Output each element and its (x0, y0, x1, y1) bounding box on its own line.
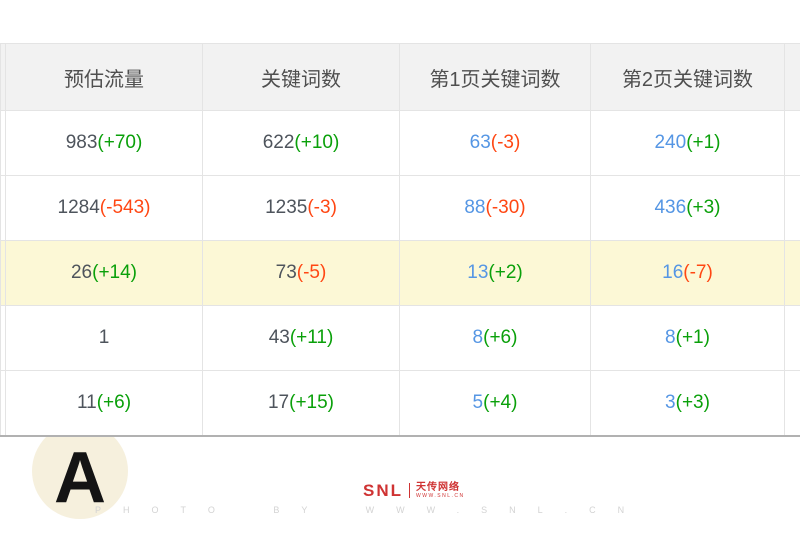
table-cell-page1-keyword-count: 63(-3) (399, 110, 591, 176)
table-cell-keyword-count: 73(-5) (202, 240, 400, 306)
cell-delta: (-7) (683, 262, 713, 283)
col-header-page2-keyword-count: 第2页关键词数 (590, 43, 785, 111)
watermark-letter-a: A (54, 438, 106, 518)
cell-value: 1235 (265, 197, 308, 218)
logo-divider (409, 483, 410, 498)
row-right-edge-sliver (784, 370, 800, 436)
row-right-edge-sliver (784, 240, 800, 306)
table-cell-page2-keyword-count: 240(+1) (590, 110, 785, 176)
table-cell-keyword-count: 17(+15) (202, 370, 400, 436)
table-row[interactable]: 26(+14) 73(-5) 13(+2) 16(-7) (0, 240, 800, 306)
table-row[interactable]: 1 43(+11) 8(+6) 8(+1) (0, 305, 800, 371)
cell-delta: (+4) (483, 391, 518, 413)
cell-delta: (+14) (92, 262, 138, 283)
table-cell-keyword-count: 622(+10) (202, 110, 400, 176)
cell-delta: (+15) (289, 391, 335, 413)
table-cell-estimated-traffic: 11(+6) (5, 370, 203, 436)
table-cell-estimated-traffic: 26(+14) (5, 240, 203, 306)
table-row[interactable]: 1284(-543) 1235(-3) 88(-30) 436(+3) (0, 175, 800, 241)
cell-delta: (-3) (307, 197, 337, 218)
table-right-edge-sliver (784, 43, 800, 111)
cell-delta: (+1) (686, 132, 721, 153)
col-header-estimated-traffic: 预估流量 (5, 43, 203, 111)
cell-value: 3 (665, 391, 676, 413)
cell-value: 240 (654, 132, 687, 153)
cell-value: 983 (65, 132, 98, 153)
cell-value: 1284 (57, 197, 100, 218)
snl-logo-text: SNL (363, 481, 403, 500)
cell-value: 63 (469, 132, 491, 153)
cell-value: 1 (98, 327, 110, 348)
cell-delta: (-3) (490, 132, 521, 153)
row-right-edge-sliver (784, 110, 800, 176)
table-cell-page1-keyword-count: 13(+2) (399, 240, 591, 306)
cell-delta: (+10) (294, 132, 340, 153)
cell-value: 26 (70, 262, 93, 283)
cell-delta: (+6) (96, 391, 132, 413)
table-cell-estimated-traffic: 983(+70) (5, 110, 203, 176)
cell-value: 88 (464, 197, 486, 218)
table-row[interactable]: 11(+6) 17(+15) 5(+4) 3(+3) (0, 370, 800, 436)
keywords-table: 预估流量 关键词数 第1页关键词数 第2页关键词数 983(+70) 622(+1… (0, 43, 800, 437)
cell-value: 622 (262, 132, 295, 153)
table-cell-page1-keyword-count: 88(-30) (399, 175, 591, 241)
cell-value: 17 (267, 391, 290, 413)
cell-delta: (+70) (97, 132, 143, 153)
cell-value: 8 (665, 327, 676, 348)
table-cell-page2-keyword-count: 8(+1) (590, 305, 785, 371)
cell-delta: (-5) (296, 262, 327, 283)
photo-credit-watermark: PHOTO BY WWW.SNL.CN (95, 505, 647, 515)
cell-value: 73 (275, 262, 297, 283)
cell-delta: (+2) (488, 262, 523, 283)
table-header-row: 预估流量 关键词数 第1页关键词数 第2页关键词数 (0, 43, 800, 111)
cell-value: 16 (662, 262, 684, 283)
table-row[interactable]: 983(+70) 622(+10) 63(-3) 240(+1) (0, 110, 800, 176)
table-cell-page1-keyword-count: 5(+4) (399, 370, 591, 436)
cell-delta: (+1) (675, 327, 710, 348)
cell-value: 5 (472, 391, 484, 413)
watermark-circle: A (32, 423, 128, 519)
cell-delta: (+3) (686, 197, 721, 218)
cell-delta: (+11) (289, 327, 334, 348)
col-header-keyword-count: 关键词数 (202, 43, 400, 111)
row-right-edge-sliver (784, 305, 800, 371)
cell-value: 436 (654, 197, 687, 218)
table-cell-estimated-traffic: 1 (5, 305, 203, 371)
table-cell-page2-keyword-count: 16(-7) (590, 240, 785, 306)
table-body: 983(+70) 622(+10) 63(-3) 240(+1) 1284(-543) 1… (0, 110, 800, 436)
cell-delta: (+6) (483, 327, 518, 348)
cell-value: 8 (472, 327, 484, 348)
table-cell-estimated-traffic: 1284(-543) (5, 175, 203, 241)
cell-value: 11 (76, 391, 97, 413)
table-cell-keyword-count: 43(+11) (202, 305, 400, 371)
cell-delta: (-30) (485, 197, 526, 218)
logo-chinese-name: 天传网络 (416, 481, 460, 493)
logo-website-url: WWW.SNL.CN (416, 492, 465, 499)
cell-value: 13 (467, 262, 489, 283)
table-cell-page2-keyword-count: 3(+3) (590, 370, 785, 436)
cell-value: 43 (268, 327, 290, 348)
snl-logo: SNL 天传网络 WWW.SNL.CN (363, 482, 465, 499)
table-cell-page1-keyword-count: 8(+6) (399, 305, 591, 371)
col-header-page1-keyword-count: 第1页关键词数 (399, 43, 591, 111)
table-cell-keyword-count: 1235(-3) (202, 175, 400, 241)
table-cell-page2-keyword-count: 436(+3) (590, 175, 785, 241)
cell-delta: (-543) (99, 197, 151, 218)
row-right-edge-sliver (784, 175, 800, 241)
cell-delta: (+3) (675, 391, 710, 413)
